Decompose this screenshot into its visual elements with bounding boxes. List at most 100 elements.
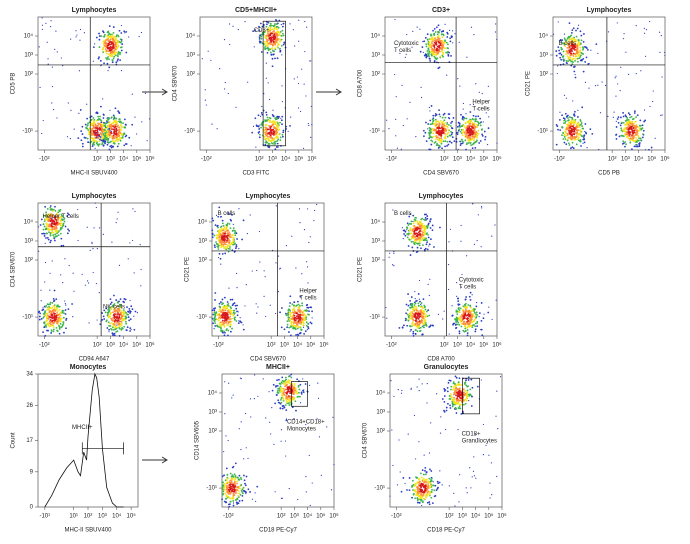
- dot: [235, 305, 237, 307]
- dot: [272, 29, 274, 31]
- dot: [282, 131, 284, 133]
- dot: [264, 270, 265, 271]
- x-tick-label: -10²: [213, 343, 224, 349]
- y-tick-label: -10¹: [537, 129, 548, 135]
- dot: [298, 20, 299, 21]
- dot: [286, 326, 288, 328]
- dot: [418, 293, 420, 295]
- x-tick-label: 10³: [453, 343, 462, 349]
- dot: [396, 96, 397, 97]
- dot: [294, 306, 296, 308]
- dot: [106, 319, 108, 321]
- dot: [278, 27, 280, 29]
- dot: [65, 309, 67, 311]
- dot: [141, 32, 142, 33]
- dot: [119, 53, 121, 55]
- dot: [618, 122, 620, 124]
- dot: [227, 334, 229, 336]
- dot: [110, 312, 112, 314]
- dot: [82, 146, 84, 148]
- dot: [218, 243, 220, 245]
- dot: [95, 203, 96, 204]
- dot: [405, 231, 407, 233]
- y-axis-label: CD21 PE: [185, 257, 191, 282]
- dot: [269, 34, 271, 36]
- dot: [576, 36, 578, 38]
- dot: [643, 130, 645, 132]
- dot: [644, 33, 645, 34]
- dot: [117, 319, 119, 321]
- dot: [264, 43, 266, 45]
- dot: [450, 40, 452, 42]
- dot: [276, 205, 277, 206]
- dot: [247, 82, 248, 83]
- plot-frame: [212, 203, 324, 336]
- dot: [119, 30, 121, 32]
- dot: [620, 127, 622, 129]
- dot: [423, 52, 424, 53]
- dot: [230, 299, 232, 301]
- dot: [258, 126, 260, 128]
- dot: [286, 320, 288, 322]
- dot: [271, 142, 273, 144]
- dot: [299, 326, 301, 328]
- dot: [488, 127, 490, 129]
- dot: [118, 317, 120, 319]
- dot: [445, 122, 447, 124]
- dot: [44, 206, 46, 208]
- dot: [429, 279, 430, 280]
- dot: [443, 140, 445, 142]
- x-axis-label: CD4 SBV670: [423, 171, 459, 177]
- dot: [282, 30, 284, 32]
- dot: [441, 51, 443, 53]
- dot: [431, 42, 433, 44]
- dot: [108, 66, 110, 68]
- dot: [109, 34, 111, 36]
- dot: [435, 119, 437, 121]
- dot: [395, 119, 396, 120]
- dot: [41, 318, 43, 320]
- y-axis-label: CD4 SBV670: [11, 251, 17, 287]
- dot: [571, 146, 573, 148]
- dot: [439, 29, 441, 31]
- dot: [460, 144, 462, 146]
- dot: [51, 307, 53, 309]
- dot: [220, 231, 222, 233]
- dot: [590, 50, 591, 51]
- dot: [564, 34, 565, 35]
- dot: [218, 320, 220, 322]
- dot: [296, 315, 298, 317]
- dot: [223, 307, 225, 309]
- dot: [289, 314, 291, 316]
- dot: [212, 236, 214, 238]
- dot: [629, 142, 631, 144]
- dot: [447, 54, 449, 56]
- dot: [145, 93, 146, 94]
- dot: [488, 86, 489, 87]
- dot: [568, 119, 570, 121]
- dot: [573, 122, 575, 124]
- dot: [123, 144, 125, 146]
- dot: [278, 291, 279, 292]
- dot: [38, 251, 39, 252]
- dot: [108, 331, 109, 332]
- dot: [132, 308, 134, 310]
- dot: [438, 109, 440, 111]
- dot: [232, 315, 234, 317]
- dot: [481, 129, 483, 131]
- dot: [130, 305, 132, 307]
- dot: [561, 134, 563, 136]
- dot: [96, 207, 97, 208]
- dot: [481, 246, 482, 247]
- dot: [44, 335, 46, 337]
- dot: [469, 136, 471, 138]
- dot: [77, 137, 79, 139]
- dot: [130, 329, 131, 330]
- dot: [466, 142, 468, 144]
- dot: [284, 328, 286, 330]
- dot: [437, 46, 439, 48]
- dot: [408, 245, 410, 247]
- dot: [310, 60, 311, 61]
- x-axis-label: CD3 FITC: [243, 171, 271, 177]
- dot: [434, 34, 436, 36]
